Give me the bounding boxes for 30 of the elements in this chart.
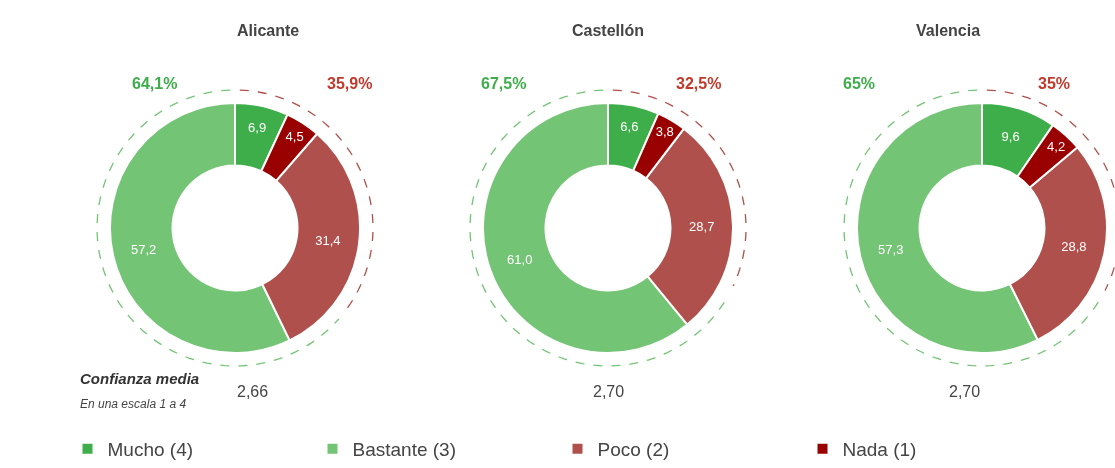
text: 64,1% [132,75,178,92]
text: En una escala 1 a 4 [80,397,187,411]
text: 67,5% [481,75,527,92]
data-label: 6,9 [248,120,267,136]
text: 2,66 [237,383,269,400]
legend-label: Poco (2) [597,439,670,461]
data-label: 4,5 [285,128,304,144]
text: 32,5% [676,75,722,92]
data-label: 9,6 [1001,128,1020,144]
text: 35% [1038,75,1071,92]
data-label: 6,6 [620,119,639,135]
data-label: 31,4 [315,232,341,248]
text: 2,70 [593,383,625,400]
data-label: 61,0 [507,252,533,268]
text: 35,9% [327,75,373,92]
text: 2,70 [949,383,981,400]
data-label: 57,2 [130,241,157,257]
data-label: 28,8 [1061,239,1087,255]
legend-label: Nada (1) [842,439,917,461]
legend-label: Bastante (3) [352,439,456,461]
data-label: 28,7 [689,218,715,234]
chart-title: Castellón [572,22,645,39]
text: Confianza media [80,370,200,387]
data-label: 4,2 [1047,138,1066,154]
chart-title: Alicante [237,22,300,39]
data-label: 57,3 [878,241,904,257]
chart-title: Valencia [916,22,981,39]
legend-label: Mucho (4) [107,439,194,461]
data-label: 3,8 [655,124,674,140]
text: 65% [843,75,876,92]
